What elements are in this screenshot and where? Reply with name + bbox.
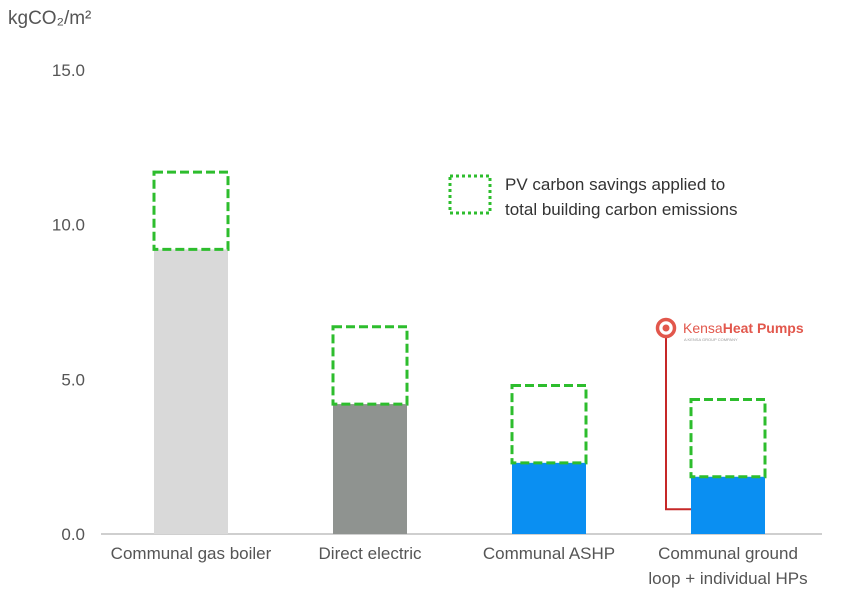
bar-pv-savings [689,397,767,479]
bar-pv-savings [331,325,409,406]
logo-leader-line [665,337,691,511]
bar-emissions [691,476,765,534]
kensa-logo: KensaHeat Pumps A KENSA GROUP COMPANY [655,317,804,511]
category-label: Communal gas boiler [111,544,272,563]
legend: PV carbon savings applied to total build… [448,174,737,219]
bar-pv-savings [510,384,588,465]
svg-text:KensaHeat Pumps: KensaHeat Pumps [683,320,804,336]
y-tick-label: 10.0 [52,216,85,235]
logo-dot-icon [662,324,670,332]
y-axis-unit-label: kgCO₂/m² [8,8,91,29]
bar-emissions [154,249,228,534]
category-label: Direct electric [319,544,422,563]
logo-brand-b: Heat Pumps [723,320,804,336]
bars [152,170,767,534]
y-tick-label: 0.0 [61,525,85,544]
legend-swatch [448,174,492,215]
logo-tagline: A KENSA GROUP COMPANY [684,337,738,342]
category-label: loop + individual HPs [648,569,807,588]
category-label: Communal ASHP [483,544,615,563]
logo-ring-icon [655,317,677,339]
bar-emissions [512,462,586,534]
legend-line-2: total building carbon emissions [505,200,737,219]
y-tick-label: 5.0 [61,370,85,389]
bar-pv-savings [152,170,230,251]
logo-brand-a: Kensa [683,320,723,336]
category-label: Communal ground [658,544,798,563]
bar-emissions [333,404,407,534]
y-axis-ticks: 0.0 5.0 10.0 15.0 [52,61,85,544]
legend-line-1: PV carbon savings applied to [505,175,725,194]
y-tick-label: 15.0 [52,61,85,80]
category-labels: Communal gas boiler Direct electric Commun… [111,544,808,588]
